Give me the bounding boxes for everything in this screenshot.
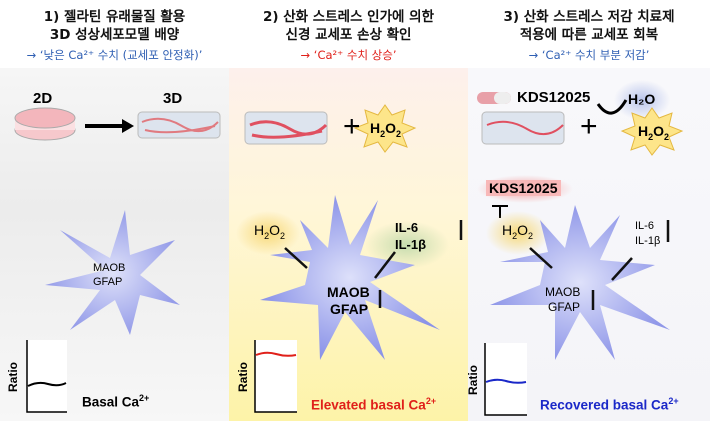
recovered-calcium-label: Recovered basal Ca2+ — [540, 396, 679, 413]
h2o2-label: H2O2 — [638, 123, 670, 142]
marker-maob: MAOB — [93, 262, 126, 274]
panel-1-result: → ‘낮은 Ca²⁺ 수치 (교세포 안정화)’ — [26, 48, 203, 62]
cytokine-il1b: IL-1β — [635, 235, 661, 247]
title-line: 3D 성상세포모델 배양 — [49, 27, 180, 43]
h2o2-label: H2O2 — [370, 120, 402, 139]
astrocyte-cell-recovered — [490, 205, 670, 360]
superscript: 2+ — [668, 396, 679, 406]
dish-treated — [481, 111, 565, 145]
pill-icon — [477, 92, 511, 104]
ratio-plot-elevated — [254, 340, 297, 413]
ratio-plot-recovered — [484, 343, 527, 416]
marker-maob: MAOB — [545, 285, 581, 299]
plus-sign: + — [580, 110, 598, 143]
astrocyte-cell-activated — [260, 195, 440, 360]
calcium-text: Elevated basal Ca — [311, 397, 426, 413]
h2o2-label: H2O2 — [502, 222, 534, 241]
panel-3-result: → ‘Ca²⁺ 수치 부분 저감’ — [528, 48, 650, 62]
title-line: 신경 교세포 손상 확인 — [285, 27, 412, 43]
panel-2-result: → ‘Ca²⁺ 수치 상승’ — [300, 48, 397, 62]
label-2d: 2D — [33, 90, 53, 107]
marker-gfap: GFAP — [93, 276, 123, 288]
ratio-axis-label: Ratio — [466, 365, 480, 395]
h2o2-burst-icon — [620, 107, 684, 156]
h2o-label: H₂O — [628, 91, 656, 107]
title-line: 3) 산화 스트레스 저감 치료제 — [503, 9, 675, 25]
h2o2-label: H2O2 — [254, 222, 286, 241]
marker-gfap: GFAP — [330, 301, 369, 317]
superscript: 2+ — [139, 393, 150, 403]
ratio-plot-basal — [26, 340, 67, 413]
panel-1-title: 1) 젤라틴 유래물질 활용 3D 성상세포모델 배양 — [0, 8, 229, 44]
basal-calcium-label: Basal Ca2+ — [82, 393, 149, 410]
title-line: 1) 젤라틴 유래물질 활용 — [43, 9, 186, 25]
calcium-text: Basal Ca — [82, 394, 140, 410]
calcium-text: Recovered basal Ca — [540, 397, 669, 413]
label-3d: 3D — [163, 90, 183, 107]
astrocyte-cell — [45, 210, 180, 335]
title-line: 적용에 따른 교세포 회복 — [519, 27, 659, 43]
h2o2-burst-icon — [353, 104, 417, 153]
pathway-arrows — [284, 220, 670, 310]
marker-gfap: GFAP — [548, 300, 581, 314]
plus-sign: + — [343, 110, 361, 143]
title-line: 2) 산화 스트레스 인가에 의한 — [263, 9, 434, 25]
cytokine-il6: IL-6 — [635, 220, 654, 232]
cytokine-il6: IL-6 — [395, 220, 419, 235]
ratio-axis-label: Ratio — [6, 362, 20, 392]
drug-label-inhibitor: KDS12025 — [486, 180, 561, 196]
marker-maob: MAOB — [327, 284, 370, 300]
elevated-calcium-label: Elevated basal Ca2+ — [311, 396, 436, 413]
dish-3d — [137, 111, 221, 139]
ratio-axis-label: Ratio — [236, 362, 250, 392]
cytokine-il1b: IL-1β — [395, 237, 427, 252]
drug-label: KDS12025 — [517, 89, 591, 106]
superscript: 2+ — [425, 396, 437, 406]
dish-2d — [14, 107, 76, 141]
